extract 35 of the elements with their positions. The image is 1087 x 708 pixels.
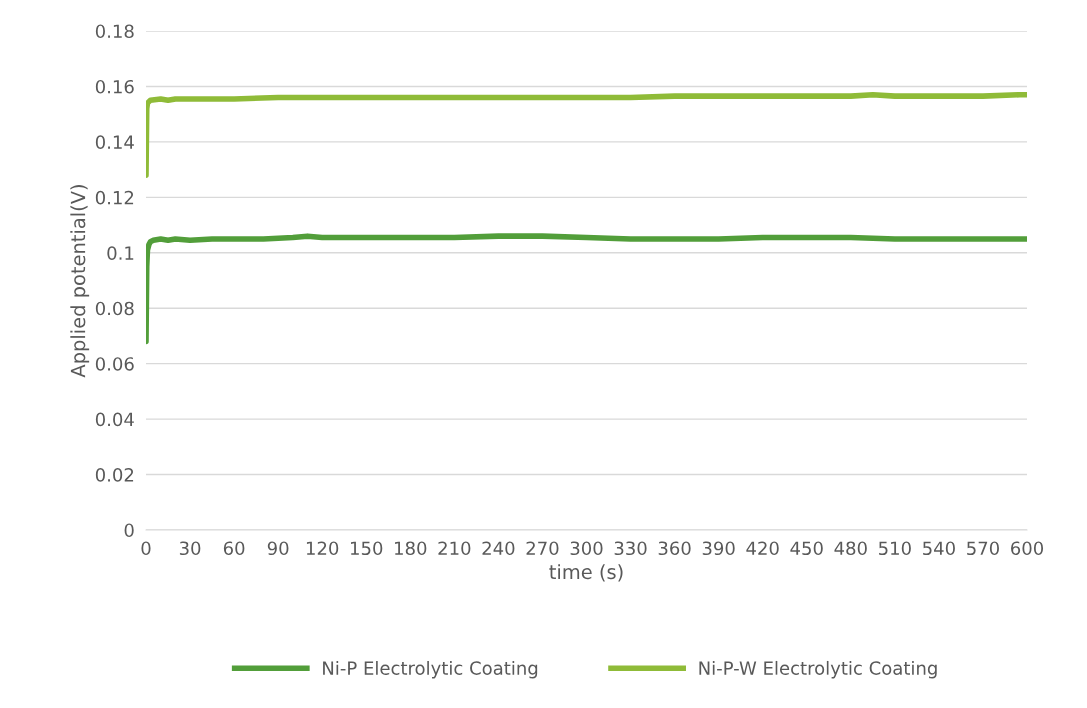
y-tick-label: 0.1 <box>107 246 134 260</box>
y-tick-label: 0 <box>124 523 134 538</box>
x-tick-label: 120 <box>306 541 339 556</box>
y-tick-label: 0.14 <box>95 135 134 150</box>
y-tick-label: 0.18 <box>95 24 134 39</box>
legend-label: Ni-P Electrolytic Coating <box>323 660 538 679</box>
x-tick-label: 300 <box>570 541 603 556</box>
x-tick-label: 450 <box>790 541 823 556</box>
y-tick-label: 0.12 <box>95 190 134 205</box>
x-tick-label: 510 <box>879 541 911 556</box>
legend-label: Ni-P-W Electrolytic Coating <box>699 660 937 679</box>
x-axis-title: time (s) <box>549 564 623 582</box>
y-tick-label: 0.06 <box>95 357 134 371</box>
x-tick-label: 540 <box>923 541 955 556</box>
x-tick-label: 30 <box>179 541 201 556</box>
x-tick-label: 420 <box>746 541 779 556</box>
x-tick-label: 90 <box>267 541 289 556</box>
x-tick-label: 60 <box>223 541 245 556</box>
y-tick-label: 0.08 <box>95 301 134 316</box>
x-tick-label: 0 <box>141 541 151 556</box>
x-tick-label: 270 <box>526 541 559 556</box>
x-tick-label: 480 <box>834 541 867 556</box>
y-tick-label: 0.02 <box>95 468 134 482</box>
x-tick-label: 600 <box>1011 541 1044 556</box>
x-tick-label: 180 <box>395 541 427 556</box>
y-tick-label: 0.04 <box>95 412 134 427</box>
y-tick-label: 0.16 <box>95 79 134 94</box>
x-tick-label: 360 <box>658 541 691 556</box>
x-tick-label: 390 <box>702 541 735 556</box>
x-tick-label: 570 <box>967 541 999 556</box>
x-tick-label: 330 <box>614 541 647 556</box>
x-tick-label: 150 <box>351 541 383 556</box>
x-tick-label: 210 <box>438 541 471 556</box>
y-axis-title: Applied potential(V) <box>70 185 90 378</box>
x-tick-label: 240 <box>482 541 515 556</box>
